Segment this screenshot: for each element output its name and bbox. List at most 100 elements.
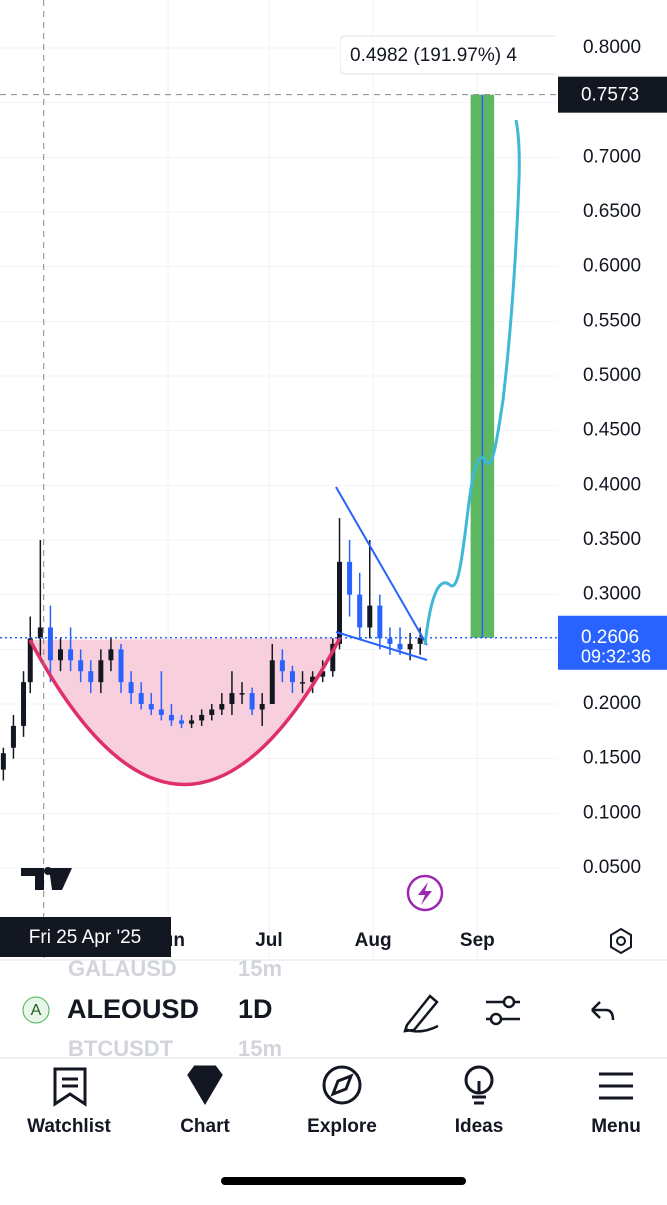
y-tick-label: 0.3000 — [583, 584, 641, 605]
candle-body — [279, 660, 285, 672]
candle-body — [128, 682, 134, 694]
settings-button[interactable] — [610, 927, 632, 955]
candles — [0, 518, 423, 781]
candle-body — [330, 643, 336, 672]
candle-body — [37, 627, 43, 639]
nav-item[interactable]: Watchlist — [27, 1116, 111, 1137]
y-tick-label: 0.6500 — [583, 201, 641, 222]
candle-body — [417, 637, 423, 644]
candle-body — [68, 649, 74, 661]
draw-button[interactable] — [403, 994, 439, 1033]
candle-body — [289, 671, 295, 683]
y-tick-label: 0.4000 — [583, 474, 641, 495]
nav-item[interactable]: Explore — [307, 1116, 377, 1137]
symbol[interactable]: ALEOUSD — [67, 994, 199, 1024]
toolbar-bg — [0, 982, 667, 1040]
y-tick-label: 0.2000 — [583, 693, 641, 714]
candle-body — [367, 605, 373, 628]
crosshair-x-box — [0, 917, 171, 957]
undo-button[interactable] — [591, 1001, 615, 1021]
y-tick-label: 0.5000 — [583, 365, 641, 386]
candle-body — [397, 643, 403, 650]
projection-line — [423, 119, 521, 646]
y-tick-label: 0.5500 — [583, 310, 641, 331]
y-tick-label: 0.0500 — [583, 857, 641, 878]
candle-body — [27, 638, 33, 683]
crosshair-y-label: 0.7573 — [581, 85, 639, 106]
cup-curve — [28, 637, 342, 787]
candle-body — [0, 753, 6, 770]
y-tick-label: 0.1500 — [583, 748, 641, 769]
candle-body — [158, 709, 164, 715]
candle-body — [209, 709, 215, 715]
candle-body — [357, 594, 363, 628]
candle-body — [148, 704, 154, 710]
nav-item[interactable]: Chart — [180, 1116, 230, 1137]
candle-body — [108, 649, 114, 661]
candle-body — [189, 720, 195, 724]
grid: 0.05000.10000.15000.20000.25000.30000.35… — [0, 0, 641, 958]
candle-body — [249, 693, 255, 710]
y-tick-label: 0.1000 — [583, 802, 641, 823]
indicators-button[interactable] — [486, 995, 520, 1026]
faded-symbol: GALAUSD — [68, 956, 177, 981]
nav-icons — [53, 1065, 633, 1107]
candle-body — [229, 693, 235, 705]
candle-body — [179, 720, 185, 724]
candle-body — [219, 704, 225, 710]
candle-body — [407, 643, 413, 650]
tradingview-logo — [21, 867, 72, 890]
candle-body — [387, 638, 393, 644]
candle-body — [377, 605, 383, 639]
candle-body — [58, 649, 64, 661]
candle-body — [98, 660, 104, 683]
countdown: 09:32:36 — [581, 647, 651, 667]
candle-body — [239, 693, 245, 695]
candle-body — [310, 676, 316, 683]
lightning-button[interactable] — [406, 874, 444, 912]
x-tick-label: Sep — [460, 930, 495, 951]
settings-icon — [616, 936, 626, 946]
candle-body — [10, 725, 16, 748]
symbol-badge — [22, 996, 50, 1024]
candle-body — [21, 682, 27, 726]
faded-interval: 15m — [238, 956, 282, 981]
candle-body — [118, 649, 124, 683]
y-tick-label: 0.4500 — [583, 420, 641, 441]
interval[interactable]: 1D — [238, 994, 273, 1024]
y-tick-label: 0.3500 — [583, 529, 641, 550]
candle-body — [88, 671, 94, 683]
x-tick-label: Aug — [355, 930, 392, 951]
crosshair-x-label: Fri 25 Apr '25 — [29, 927, 141, 948]
crosshair-y-box — [558, 76, 667, 113]
candle-body — [259, 704, 265, 710]
last-price-box — [558, 615, 667, 670]
candle-body — [78, 660, 84, 672]
badge-letter: A — [31, 1002, 42, 1019]
x-tick-label: Jul — [255, 930, 282, 951]
wedge-line — [335, 486, 428, 646]
candle-body — [300, 682, 306, 684]
y-tick-label: 0.8000 — [583, 37, 641, 58]
candle-body — [47, 627, 53, 661]
candle-body — [269, 660, 275, 705]
measure-tooltip — [340, 35, 556, 75]
measure-label: 0.4982 (191.97%) 4 — [350, 45, 517, 66]
last-price-label: 0.2606 — [581, 627, 639, 648]
home-indicator — [221, 1177, 466, 1185]
y-tick-label: 0.7000 — [583, 146, 641, 167]
candle-body — [337, 561, 343, 644]
y-tick-label: 0.6000 — [583, 256, 641, 277]
candle-body — [168, 714, 174, 721]
candle-body — [347, 561, 353, 595]
candle-body — [138, 693, 144, 705]
candle-body — [320, 671, 326, 677]
candle-body — [199, 714, 205, 721]
nav-item[interactable]: Menu — [591, 1116, 641, 1137]
nav: Watchlist Chart Explore Ideas Menu — [27, 1116, 641, 1137]
lightning-icon — [418, 882, 432, 905]
nav-item[interactable]: Ideas — [455, 1116, 504, 1137]
